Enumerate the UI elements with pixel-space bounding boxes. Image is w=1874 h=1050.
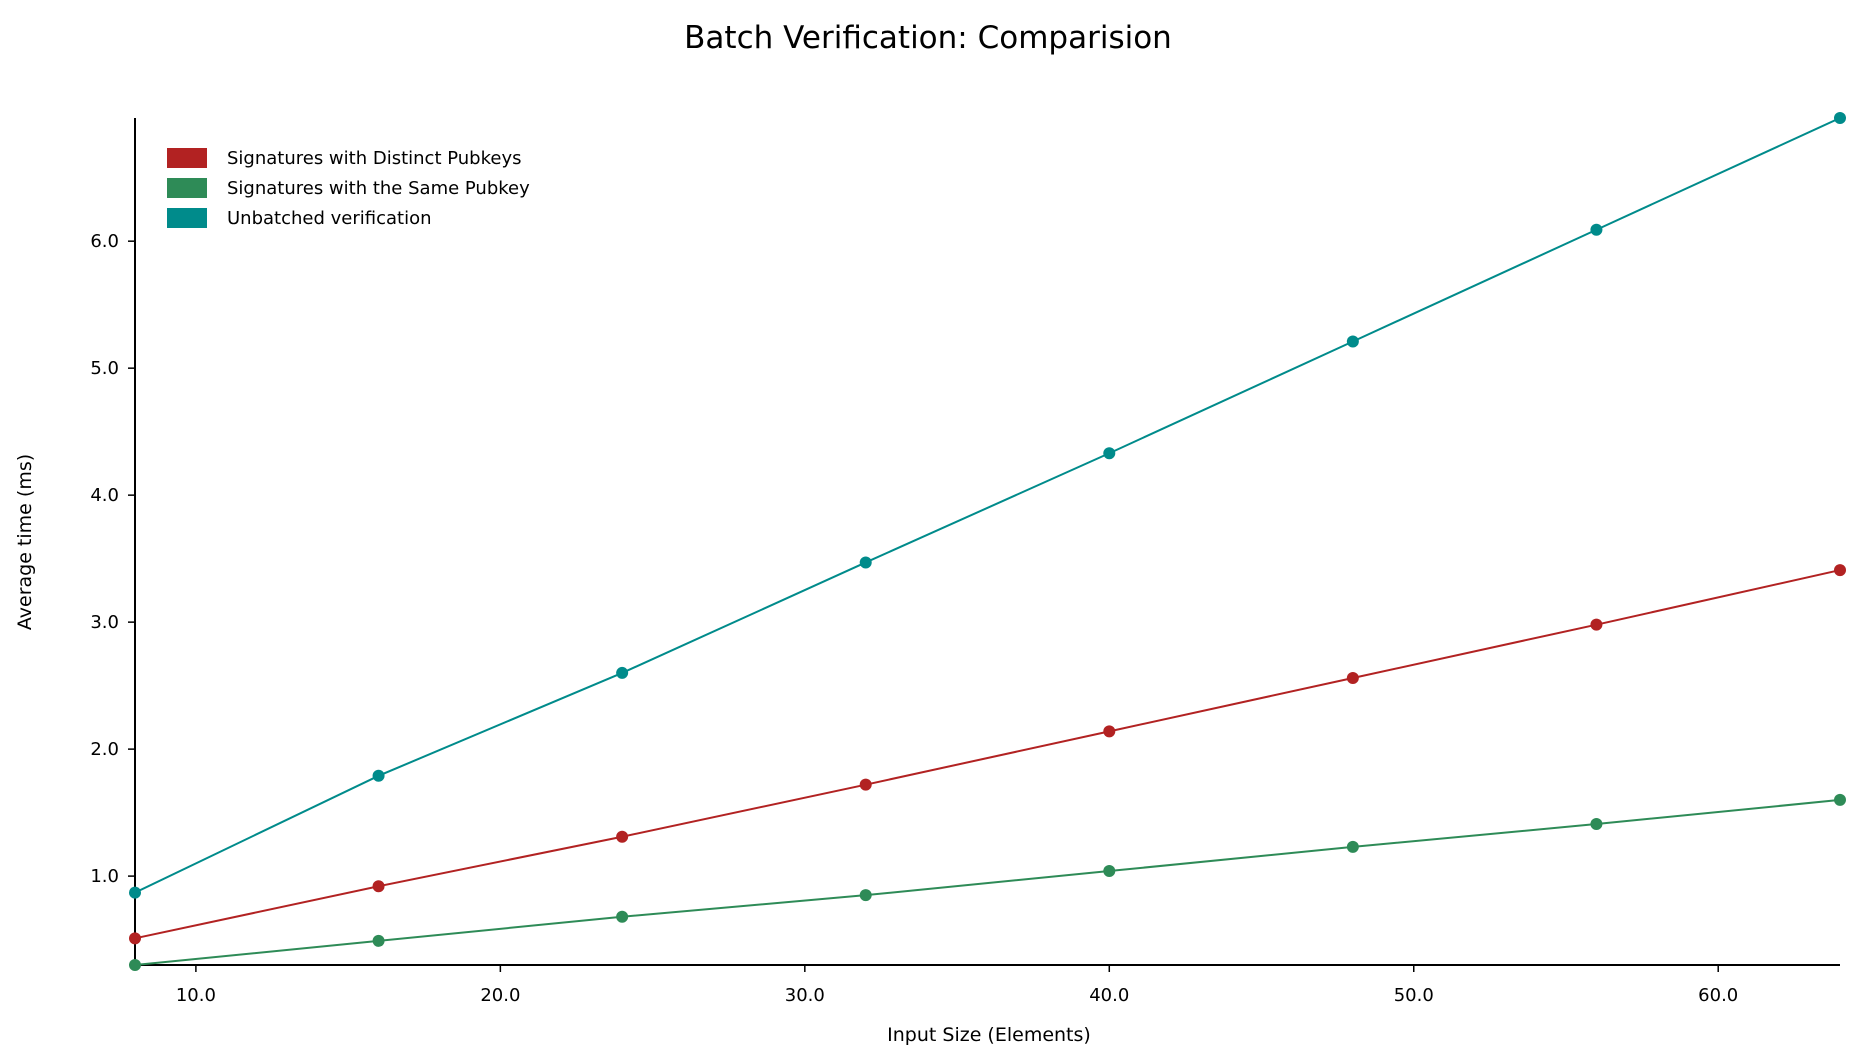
series-group [129, 564, 1846, 945]
y-tick-label: 3.0 [90, 612, 119, 633]
legend-label: Signatures with the Same Pubkey [227, 178, 530, 199]
data-point [1346, 672, 1359, 685]
y-tick-label: 2.0 [90, 739, 119, 760]
x-tick-label: 10.0 [176, 985, 216, 1006]
data-point [616, 666, 629, 679]
chart-title: Batch Verification: Comparision [684, 20, 1172, 56]
data-point [859, 556, 872, 569]
data-point [1590, 818, 1603, 831]
data-point [1834, 564, 1846, 577]
series-line [134, 798, 1841, 966]
x-tick-label: 50.0 [1394, 985, 1434, 1006]
data-point [1834, 793, 1846, 806]
data-point [1103, 865, 1116, 878]
y-tick-label: 4.0 [90, 485, 119, 506]
x-tick-label: 20.0 [480, 985, 520, 1006]
data-point [859, 778, 872, 791]
legend-swatch [167, 148, 207, 168]
x-tick-label: 40.0 [1089, 985, 1129, 1006]
data-point [1103, 725, 1116, 738]
data-point [1346, 335, 1359, 348]
legend-swatch [167, 208, 207, 228]
y-tick-label: 1.0 [90, 866, 119, 887]
legend: Signatures with Distinct Pubkeys Signatur… [167, 148, 530, 229]
data-point [372, 934, 385, 947]
y-tick-label: 6.0 [90, 231, 119, 252]
y-tick-label: 5.0 [90, 358, 119, 379]
series-line [134, 117, 1841, 894]
series-group [129, 112, 1846, 899]
data-point [1590, 618, 1603, 631]
data-point [372, 880, 385, 893]
x-tick-label: 30.0 [785, 985, 825, 1006]
legend-label: Signatures with Distinct Pubkeys [227, 148, 522, 169]
series-line [134, 569, 1841, 940]
data-point [1346, 840, 1359, 853]
series-group [129, 793, 1846, 971]
series-lines [129, 112, 1846, 971]
x-axis-label: Input Size (Elements) [887, 1024, 1091, 1046]
data-point [616, 830, 629, 843]
data-point [1590, 223, 1603, 236]
x-tick-label: 60.0 [1698, 985, 1738, 1006]
legend-swatch [167, 178, 207, 198]
ticks: 10.0 20.0 30.0 40.0 50.0 60.0 1.0 2.0 3.0 4.0 5.0 6… [90, 231, 1738, 1006]
data-point [129, 959, 141, 971]
y-axis-label: Average time (ms) [14, 454, 36, 630]
data-point [372, 769, 385, 782]
axes [134, 118, 1840, 966]
data-point [129, 932, 141, 945]
data-point [129, 886, 141, 899]
legend-label: Unbatched verification [227, 208, 432, 229]
data-point [616, 910, 629, 923]
data-point [1103, 447, 1116, 460]
data-point [859, 889, 872, 902]
data-point [1834, 112, 1846, 124]
